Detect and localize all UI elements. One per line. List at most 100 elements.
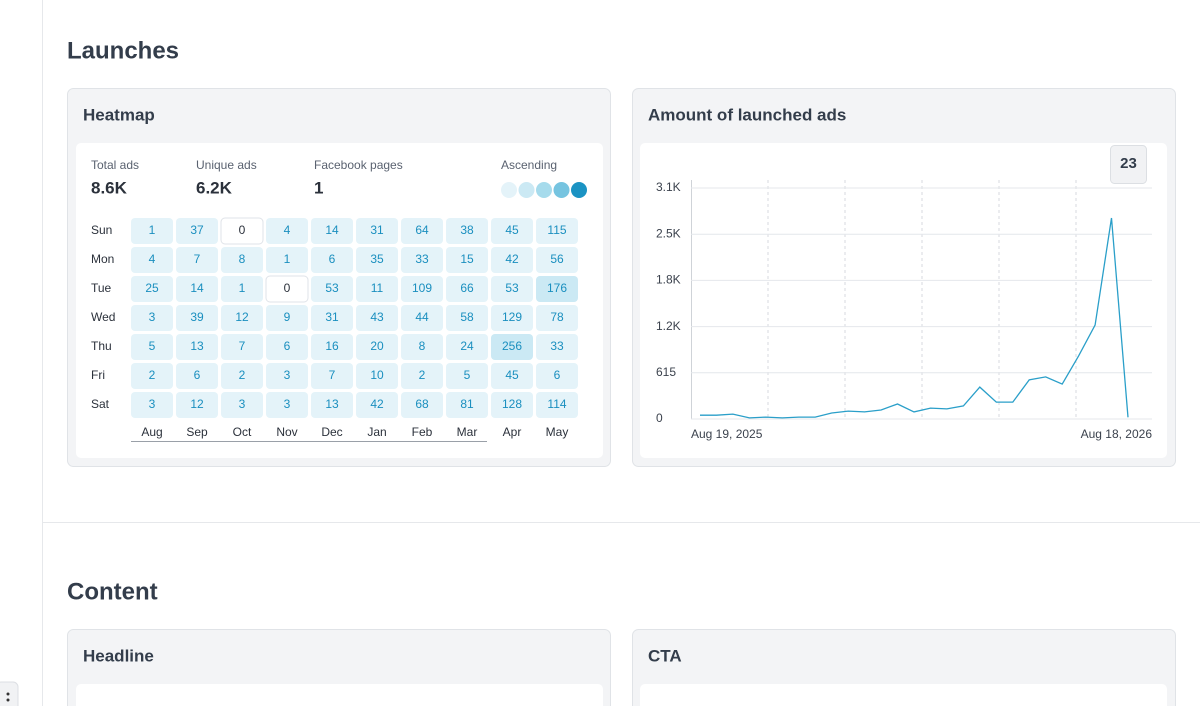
heat-cell-label: 3 xyxy=(284,368,291,382)
heat-cell-label: 4 xyxy=(284,223,291,237)
heat-cell xyxy=(131,334,173,360)
heat-cell-label: 3 xyxy=(284,397,291,411)
month-label: Oct xyxy=(233,425,252,439)
stat-label: Total ads xyxy=(91,158,139,172)
heat-cell xyxy=(491,334,533,360)
heat-cell xyxy=(446,363,488,389)
heat-cell xyxy=(401,363,443,389)
heat-cell xyxy=(446,218,488,244)
heat-cell xyxy=(446,392,488,418)
heat-cell xyxy=(176,218,218,244)
heat-cell xyxy=(536,334,578,360)
heat-cell xyxy=(311,392,353,418)
heat-cell-label: 16 xyxy=(325,339,339,353)
heat-cell-label: 53 xyxy=(505,281,519,295)
month-label: Mar xyxy=(457,425,478,439)
heat-cell-label: 176 xyxy=(547,281,567,295)
heat-cell-label: 38 xyxy=(460,223,474,237)
heat-cell xyxy=(176,334,218,360)
heat-cell xyxy=(536,363,578,389)
heat-cell-label: 56 xyxy=(550,252,564,266)
heat-cell-label: 1 xyxy=(239,281,246,295)
icon-dot xyxy=(6,692,10,696)
legend-swatch xyxy=(518,182,535,198)
heat-cell-label: 14 xyxy=(325,223,339,237)
heat-cell-label: 7 xyxy=(329,368,336,382)
heat-cell xyxy=(356,305,398,331)
heat-cell-label: 115 xyxy=(547,223,566,237)
heat-cell-label: 2 xyxy=(419,368,426,382)
day-label: Tue xyxy=(91,281,112,295)
heat-cell-label: 25 xyxy=(145,281,159,295)
heat-cell-label: 12 xyxy=(235,310,249,324)
heat-cell-label: 9 xyxy=(284,310,291,324)
heat-cell-label: 13 xyxy=(325,397,339,411)
heat-cell xyxy=(536,276,578,302)
heat-cell-label: 3 xyxy=(149,397,156,411)
heat-cell xyxy=(356,276,398,302)
heat-cell-label: 114 xyxy=(547,397,566,411)
heat-cell xyxy=(311,276,353,302)
heat-cell-label: 8 xyxy=(419,339,426,353)
heat-cell-label: 128 xyxy=(502,397,522,411)
heat-cell-label: 10 xyxy=(370,368,384,382)
heat-cell xyxy=(311,247,353,273)
heat-cell xyxy=(401,305,443,331)
y-tick-label: 3.1K xyxy=(656,180,681,194)
heat-cell-label: 44 xyxy=(415,310,429,324)
heat-cell xyxy=(356,363,398,389)
heat-cell xyxy=(131,218,173,244)
legend-swatch xyxy=(501,182,517,198)
section-title: Launches xyxy=(67,37,179,64)
heat-cell-label: 15 xyxy=(460,252,474,266)
heat-cell-label: 37 xyxy=(190,223,204,237)
heat-cell xyxy=(536,218,578,244)
heat-cell xyxy=(131,247,173,273)
stat-label: Unique ads xyxy=(196,158,257,172)
heat-cell-label: 68 xyxy=(415,397,429,411)
heat-cell xyxy=(131,363,173,389)
heat-cell xyxy=(536,247,578,273)
heat-cell xyxy=(265,275,309,303)
heat-cell-label: 3 xyxy=(149,310,156,324)
heat-cell xyxy=(266,247,308,273)
heat-cell xyxy=(131,305,173,331)
heat-cell-label: 20 xyxy=(370,339,384,353)
heat-cell-label: 81 xyxy=(460,397,474,411)
heat-cell-label: 31 xyxy=(325,310,339,324)
card-title: CTA xyxy=(648,646,682,665)
heat-cell-label: 39 xyxy=(190,310,204,324)
heat-cell xyxy=(401,276,443,302)
heat-cell-label: 2 xyxy=(239,368,246,382)
heat-cell xyxy=(356,334,398,360)
day-label: Sun xyxy=(91,223,112,237)
legend-label: Ascending xyxy=(501,158,557,172)
heat-cell xyxy=(176,305,218,331)
heat-cell-label: 45 xyxy=(505,223,519,237)
heat-cell xyxy=(221,392,263,418)
stat-value: 1 xyxy=(314,178,323,197)
heat-cell-label: 3 xyxy=(239,397,246,411)
heat-cell-label: 24 xyxy=(460,339,474,353)
stat-value: 8.6K xyxy=(91,178,128,197)
heat-cell-label: 2 xyxy=(149,368,156,382)
y-tick-label: 1.8K xyxy=(656,273,681,287)
heat-cell xyxy=(491,392,533,418)
section-title: Content xyxy=(67,578,158,605)
heat-cell xyxy=(401,247,443,273)
icon-dot xyxy=(6,698,10,702)
heat-cell xyxy=(176,276,218,302)
heat-cell xyxy=(221,247,263,273)
heat-cell xyxy=(266,363,308,389)
heat-cell xyxy=(401,392,443,418)
heat-cell-label: 42 xyxy=(505,252,519,266)
day-label: Fri xyxy=(91,368,105,382)
heat-cell-label: 58 xyxy=(460,310,474,324)
stat-label: Facebook pages xyxy=(314,158,403,172)
heat-cell xyxy=(491,305,533,331)
day-label: Sat xyxy=(91,397,110,411)
heat-cell xyxy=(356,247,398,273)
heat-cell xyxy=(491,276,533,302)
card-body xyxy=(640,143,1167,458)
